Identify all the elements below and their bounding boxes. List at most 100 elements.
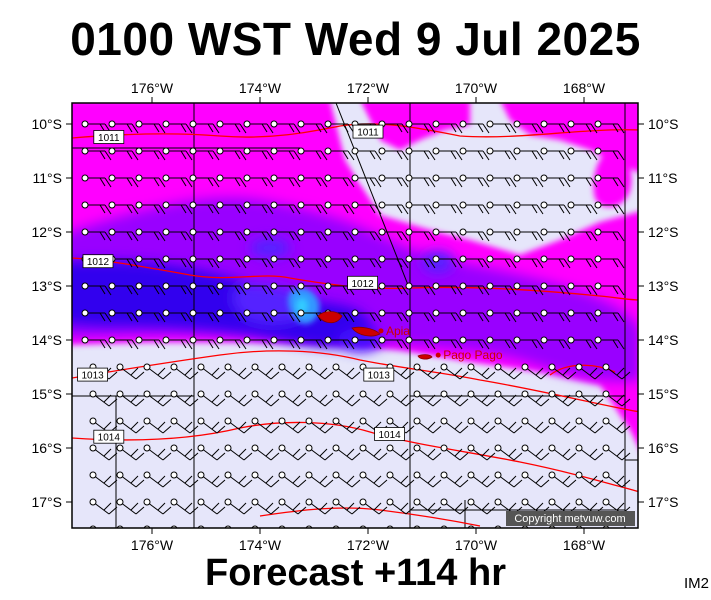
wind-barb	[467, 417, 496, 434]
lon-label-top: 170°W	[455, 80, 498, 96]
lat-label-left: 16°S	[31, 440, 62, 456]
wind-barb	[116, 390, 145, 407]
wind-barb	[270, 147, 301, 161]
wind-barb	[135, 336, 166, 350]
wind-barb	[278, 444, 307, 461]
wind-barb	[405, 255, 436, 269]
lat-label-right: 16°S	[648, 440, 679, 456]
wind-barb	[189, 201, 220, 215]
wind-barb	[224, 363, 253, 380]
wind-barb	[162, 174, 193, 188]
lat-label-left: 12°S	[31, 224, 62, 240]
wind-barb	[324, 336, 355, 350]
wind-barb	[413, 417, 442, 434]
wind-barb	[351, 147, 382, 161]
wind-barb	[297, 201, 328, 215]
wind-barb	[251, 444, 280, 461]
wind-barb	[351, 201, 382, 215]
wind-barb	[116, 498, 145, 515]
wind-barb	[594, 255, 625, 269]
svg-text:1012: 1012	[87, 257, 110, 268]
wind-barb	[432, 228, 463, 242]
wind-barb	[567, 336, 598, 350]
wind-barb	[432, 147, 463, 161]
wind-barb	[594, 174, 625, 188]
wind-barb	[81, 201, 112, 215]
wind-barb	[216, 120, 247, 134]
wind-barb	[521, 471, 550, 488]
isobar-label: 1014	[374, 427, 406, 441]
wind-barb	[297, 120, 328, 134]
wind-barb	[89, 390, 118, 407]
wind-barb	[324, 147, 355, 161]
wind-barb	[548, 444, 577, 461]
wind-barb	[324, 255, 355, 269]
wind-barb	[305, 471, 334, 488]
wind-barb	[513, 336, 544, 350]
isobar-label: 1011	[93, 130, 125, 144]
wind-barb	[459, 174, 490, 188]
wind-barb	[162, 201, 193, 215]
wind-barb	[548, 471, 577, 488]
wind-barb	[81, 309, 112, 323]
wind-barb	[413, 444, 442, 461]
wind-barb	[270, 309, 301, 323]
svg-text:1014: 1014	[378, 430, 401, 441]
wind-barb	[486, 228, 517, 242]
wind-barb	[81, 282, 112, 296]
wind-barb	[513, 255, 544, 269]
wind-barb	[351, 174, 382, 188]
wind-barb	[243, 201, 274, 215]
wind-barb	[189, 120, 220, 134]
wind-barb	[467, 498, 496, 515]
wind-barb	[251, 390, 280, 407]
wind-barb	[81, 336, 112, 350]
lon-label-top: 176°W	[131, 80, 174, 96]
wind-barb	[170, 417, 199, 434]
wind-barb	[486, 174, 517, 188]
wind-barb	[351, 255, 382, 269]
wind-barb	[575, 390, 604, 407]
wind-barb	[432, 120, 463, 134]
wind-barb	[224, 417, 253, 434]
wind-barb	[459, 255, 490, 269]
wind-barb	[459, 228, 490, 242]
wind-barb	[378, 228, 409, 242]
wind-barb	[278, 390, 307, 407]
wind-barb	[297, 174, 328, 188]
wind-barb	[432, 174, 463, 188]
wind-barb	[513, 309, 544, 323]
wind-barb	[135, 309, 166, 323]
wind-barb	[216, 228, 247, 242]
wind-barb	[278, 498, 307, 515]
wind-barb	[243, 174, 274, 188]
wind-barb	[594, 201, 625, 215]
wind-barb	[297, 228, 328, 242]
wind-barb	[378, 255, 409, 269]
wind-barb	[459, 309, 490, 323]
wind-barb	[432, 282, 463, 296]
wind-barb	[494, 417, 523, 434]
wind-barb	[162, 336, 193, 350]
wind-barb	[540, 228, 571, 242]
wind-barb	[270, 228, 301, 242]
wind-barb	[548, 363, 577, 380]
isobar-label: 1011	[352, 124, 384, 139]
wind-barb	[386, 417, 415, 434]
wind-barb	[170, 471, 199, 488]
wind-barb	[197, 390, 226, 407]
wind-barb	[548, 417, 577, 434]
wind-barb	[135, 255, 166, 269]
wind-barb	[548, 390, 577, 407]
wind-barb	[189, 309, 220, 323]
isobar-labels: 1011 1011 1012 1012 1013 1013 1014 1014	[77, 124, 406, 444]
wind-barb	[305, 444, 334, 461]
svg-text:1011: 1011	[98, 133, 120, 144]
wind-barb	[89, 444, 118, 461]
wind-barb	[216, 255, 247, 269]
wind-barb	[359, 498, 388, 515]
wind-barb	[297, 336, 328, 350]
wind-barb	[116, 363, 145, 380]
wind-barb	[270, 255, 301, 269]
wind-barb	[243, 120, 274, 134]
